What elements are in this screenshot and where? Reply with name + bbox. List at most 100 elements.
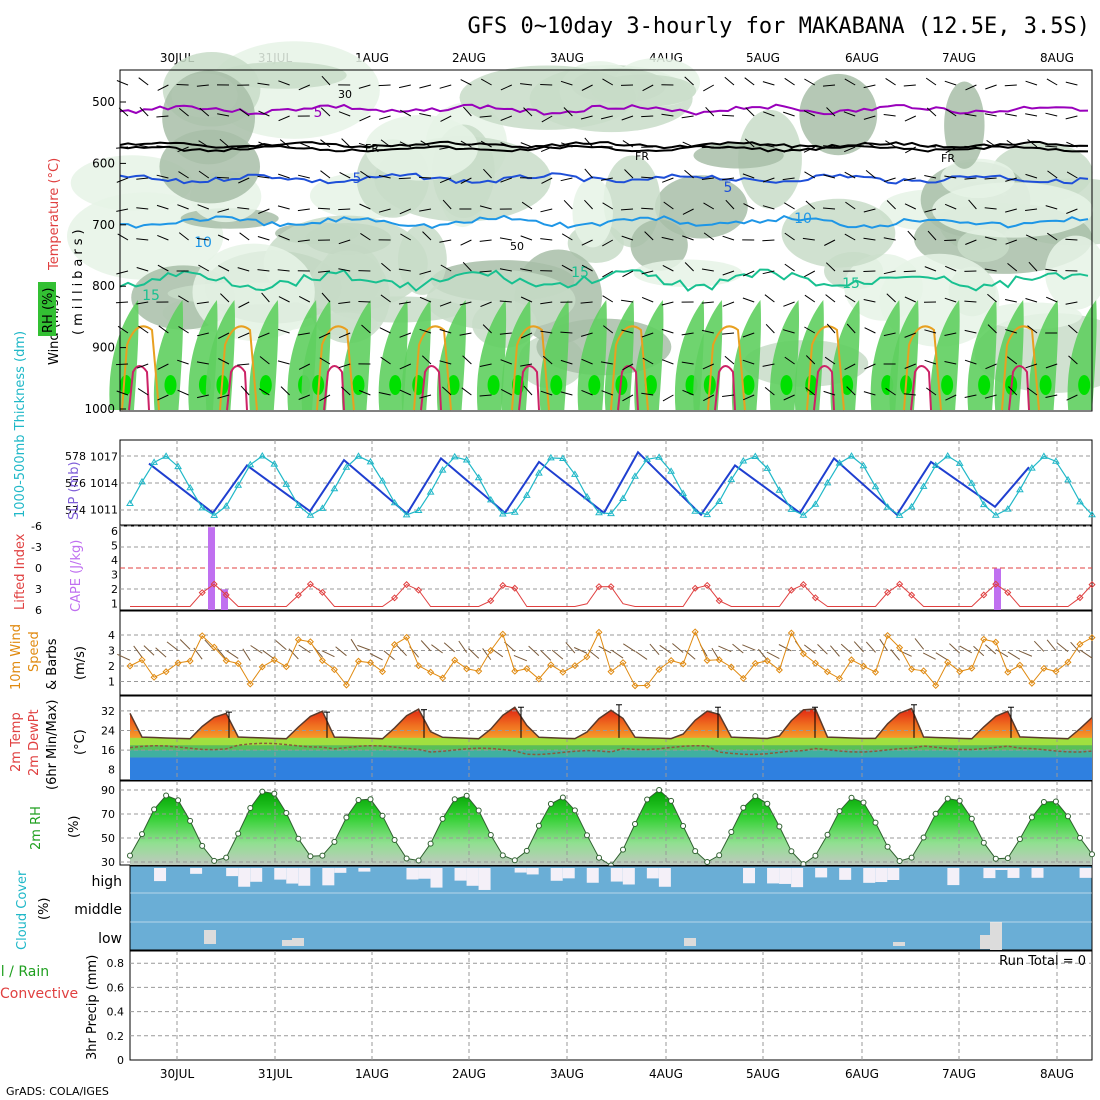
wind-barb (358, 301, 371, 303)
pressure-tick-label: 600 (92, 156, 115, 170)
rh-line (127, 787, 1095, 869)
wind-barb (924, 329, 937, 334)
wind-barb (863, 84, 876, 89)
cloud-high-bar (863, 868, 876, 883)
wind-barb-10m (166, 641, 179, 651)
wind-barb (846, 386, 856, 396)
date-label-top: 6AUG (845, 51, 879, 65)
wind-barb (520, 83, 533, 86)
wind-barb (277, 360, 290, 365)
li-marker (499, 581, 507, 589)
wind-barb (399, 363, 412, 370)
wind-barb-10m (914, 638, 925, 650)
wind-barb (480, 301, 492, 308)
thickness-marker (474, 473, 483, 481)
wind-barb (318, 270, 331, 273)
rh-marker (127, 852, 133, 859)
isotherm-25 (1008, 365, 1030, 411)
pressure-tick-label: 800 (92, 279, 115, 293)
wind-barb (359, 203, 371, 210)
wind-barb (602, 325, 614, 334)
wind-barb (297, 332, 310, 336)
wind-barb (824, 356, 836, 365)
rh-tick-label: 90 (101, 784, 115, 797)
wind-marker (511, 667, 519, 675)
wind-marker (162, 668, 170, 676)
wind-barb (358, 142, 371, 148)
wind-barb-10m (443, 642, 456, 653)
wind-barb (400, 233, 412, 241)
wind-barb (845, 201, 856, 210)
rh-shade-core (447, 375, 460, 395)
wind-barb (986, 139, 997, 148)
wind-barb (661, 328, 674, 334)
wind-barb (520, 142, 533, 148)
rh-marker (584, 832, 590, 839)
wind-marker (691, 628, 699, 636)
wind-barb (238, 301, 250, 308)
wind-marker (787, 629, 795, 637)
cloud-high-bar (1007, 868, 1020, 878)
wind-barb (742, 332, 755, 338)
wind-axis: 4 3 2 1 (108, 629, 115, 689)
rh-marker (247, 805, 254, 811)
pressure-tick-label: 1000 (84, 402, 115, 416)
wind-barb (844, 363, 856, 371)
wind-barb (661, 301, 674, 306)
wind-barb (681, 115, 694, 119)
wind-barb (136, 177, 149, 180)
wind-marker (354, 657, 363, 665)
rh-marker (235, 830, 242, 837)
pressure-tick-label: 500 (92, 95, 115, 109)
wind-barb-10m (133, 645, 143, 658)
li-marker (595, 583, 603, 591)
wind-marker (631, 682, 639, 690)
wind-barb (600, 361, 613, 365)
wind-barb (520, 235, 533, 241)
wind-barb (441, 386, 452, 396)
wind-barb (602, 270, 614, 278)
wind-barb (1008, 386, 1018, 396)
wind-unit: (m/s) (73, 646, 88, 680)
li-tick-label: 0 (35, 562, 42, 575)
thickness-marker (643, 455, 651, 462)
wind-barb (238, 332, 250, 339)
wind-marker (487, 646, 495, 655)
wind-barb (721, 114, 735, 117)
rh-marker (403, 855, 410, 862)
wind-marker (378, 668, 387, 676)
wind-marker (703, 656, 711, 664)
wind-barb (1025, 208, 1038, 211)
thickness-marker (162, 452, 170, 459)
wind-barb (662, 264, 674, 272)
wind-barb (924, 266, 937, 272)
wind-barb (926, 387, 937, 396)
wind-barb (419, 208, 432, 212)
thickness-marker (462, 456, 471, 463)
cloud-low-bar (292, 938, 304, 946)
wind-barb (945, 394, 957, 401)
date-label-top: 8AUG (1040, 51, 1074, 65)
wind-barb-10m (623, 643, 636, 652)
top-date-labels: 30JUL31JUL1AUG2AUG3AUG4AUG5AUG6AUG7AUG8A… (160, 51, 1074, 65)
wind-barb (923, 145, 937, 148)
wind-barb-10m (179, 639, 191, 650)
wind-barb (1028, 261, 1038, 272)
wind-barb (926, 107, 937, 117)
temp-label-3: (6hr Min/Max) (45, 700, 60, 790)
cloud-high-bar (1079, 868, 1092, 878)
wind-barb (479, 363, 492, 367)
wind-barb (381, 262, 391, 272)
rh-marker (355, 797, 362, 803)
li-marker (1076, 594, 1084, 602)
temp-unit: (°C) (73, 729, 88, 755)
wind-barb (742, 297, 755, 303)
wind-barb (338, 111, 351, 117)
thickness-marker (859, 461, 868, 469)
wind-barb-10m (350, 638, 359, 652)
wind-barb (521, 201, 533, 210)
wind-barb (137, 388, 149, 396)
slp-axis: 578 576 574 1017 1014 1011 (65, 450, 118, 517)
wind-barb (358, 84, 371, 89)
